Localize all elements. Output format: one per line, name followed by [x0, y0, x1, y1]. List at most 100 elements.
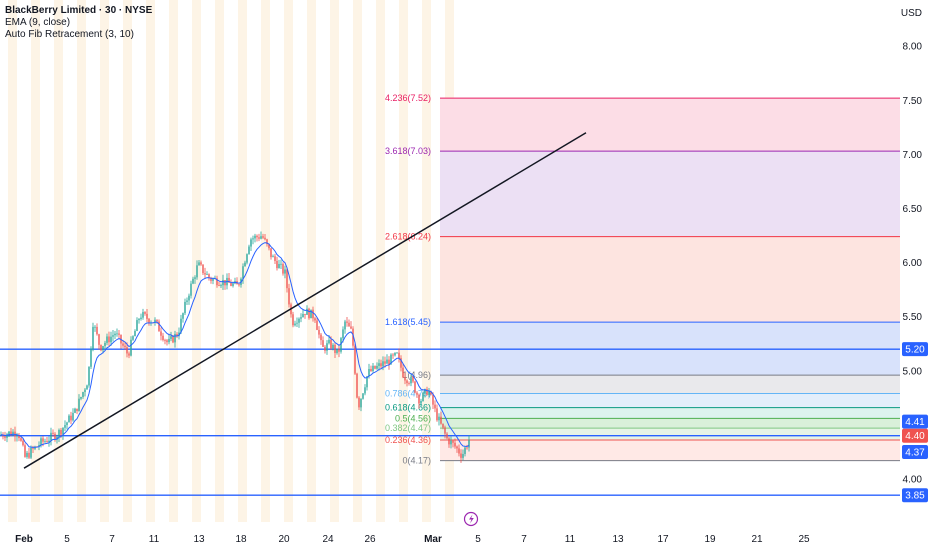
candle-body [280, 263, 282, 265]
candle-body [222, 279, 224, 286]
candle-body [244, 262, 246, 267]
candle-body [322, 340, 324, 347]
price-badge [902, 414, 928, 429]
candle-body [448, 438, 450, 445]
time-axis-label: 13 [193, 534, 205, 545]
candle-body [304, 313, 306, 315]
price-badge-label: 4.37 [905, 447, 925, 458]
session-shade [376, 0, 385, 522]
candle-body [138, 318, 140, 321]
candle-body [310, 309, 312, 319]
candle-body [302, 313, 304, 318]
session-shade [54, 0, 63, 522]
candle-body [110, 336, 112, 343]
candle-body [408, 383, 410, 384]
candle-body [468, 440, 470, 448]
candle-body [26, 452, 28, 457]
candle-body [324, 346, 326, 351]
fib-zone [440, 440, 900, 461]
fib-level-label: 4.236(7.52) [385, 93, 431, 103]
candle-body [188, 295, 190, 301]
session-shade [169, 0, 178, 522]
price-axis-label: 6.00 [903, 258, 923, 269]
candle-body [60, 429, 62, 435]
price-badge-label: 4.41 [905, 417, 925, 428]
candle-body [178, 332, 180, 337]
price-axis-label: 8.00 [903, 42, 923, 53]
candle-body [134, 330, 136, 337]
candle-body [12, 431, 14, 436]
candle-body [340, 338, 342, 352]
candle-body [108, 336, 110, 343]
candle-body [142, 312, 144, 318]
candle-body [128, 353, 130, 356]
candle-body [282, 263, 284, 274]
candle-body [374, 365, 376, 369]
candle-body [20, 438, 22, 441]
candle-body [386, 359, 388, 364]
price-axis-label: 7.50 [903, 96, 923, 107]
time-axis-label: 17 [657, 534, 669, 545]
ema-indicator-label[interactable]: EMA (9, close) [5, 17, 71, 28]
candle-body [86, 385, 88, 390]
price-badge [902, 488, 928, 503]
candle-body [122, 343, 124, 346]
candle-body [200, 262, 202, 265]
candle-body [438, 416, 440, 421]
ema-line [0, 242, 470, 448]
candle-body [8, 431, 10, 435]
candle-body [432, 394, 434, 405]
candle-body [342, 329, 344, 339]
candle-body [166, 340, 168, 343]
candle-body [446, 433, 448, 439]
candle-body [376, 365, 378, 369]
candle-body [228, 277, 230, 283]
candle-body [274, 256, 276, 261]
candle-body [452, 440, 454, 443]
candle-body [364, 387, 366, 394]
candle-body [82, 392, 84, 397]
price-badge-label: 4.40 [905, 431, 925, 442]
candle-body [278, 263, 280, 269]
candle-body [198, 262, 200, 266]
fib-zone [440, 151, 900, 237]
chart-legend: BlackBerry Limited · 30 · NYSE EMA (9, c… [5, 5, 152, 41]
fib-indicator-label[interactable]: Auto Fib Retracement (3, 10) [5, 29, 134, 40]
candle-body [118, 333, 120, 335]
candle-body [68, 415, 70, 423]
price-badge [902, 342, 928, 357]
session-shade [353, 0, 362, 522]
candle-body [430, 391, 432, 395]
candle-body [156, 319, 158, 322]
candle-body [112, 335, 114, 337]
candle-body [84, 389, 86, 393]
fib-level-label: 3.618(7.03) [385, 146, 431, 156]
session-shade [100, 0, 109, 522]
candle-body [460, 453, 462, 458]
candle-body [256, 235, 258, 238]
session-shade [192, 0, 201, 522]
candle-body [92, 326, 94, 349]
candle-body [176, 333, 178, 337]
candle-body [212, 278, 214, 281]
candle-body [22, 440, 24, 446]
time-axis-label: 26 [364, 534, 376, 545]
price-badge [902, 444, 928, 459]
candle-body [252, 238, 254, 240]
candle-body [114, 333, 116, 336]
candle-body [384, 361, 386, 364]
candle-body [10, 431, 12, 436]
symbol-title[interactable]: BlackBerry Limited · 30 · NYSE [5, 5, 153, 16]
candle-body [42, 438, 44, 442]
candle-body [454, 442, 456, 447]
candle-body [72, 412, 74, 421]
candle-body [50, 432, 52, 441]
candle-body [90, 348, 92, 367]
fib-zone [440, 236, 900, 323]
time-axis-label: 25 [798, 534, 810, 545]
candle-body [196, 265, 198, 278]
candle-body [318, 329, 320, 335]
candle-body [334, 344, 336, 353]
